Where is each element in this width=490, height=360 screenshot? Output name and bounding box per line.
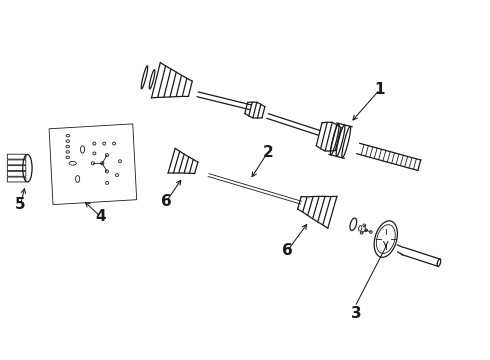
Text: 5: 5 [15,197,26,212]
Text: 6: 6 [161,194,171,209]
Text: 2: 2 [262,145,273,160]
Text: 1: 1 [375,82,385,97]
Text: 6: 6 [282,243,293,258]
Text: 3: 3 [351,306,362,321]
Text: 4: 4 [95,209,105,224]
